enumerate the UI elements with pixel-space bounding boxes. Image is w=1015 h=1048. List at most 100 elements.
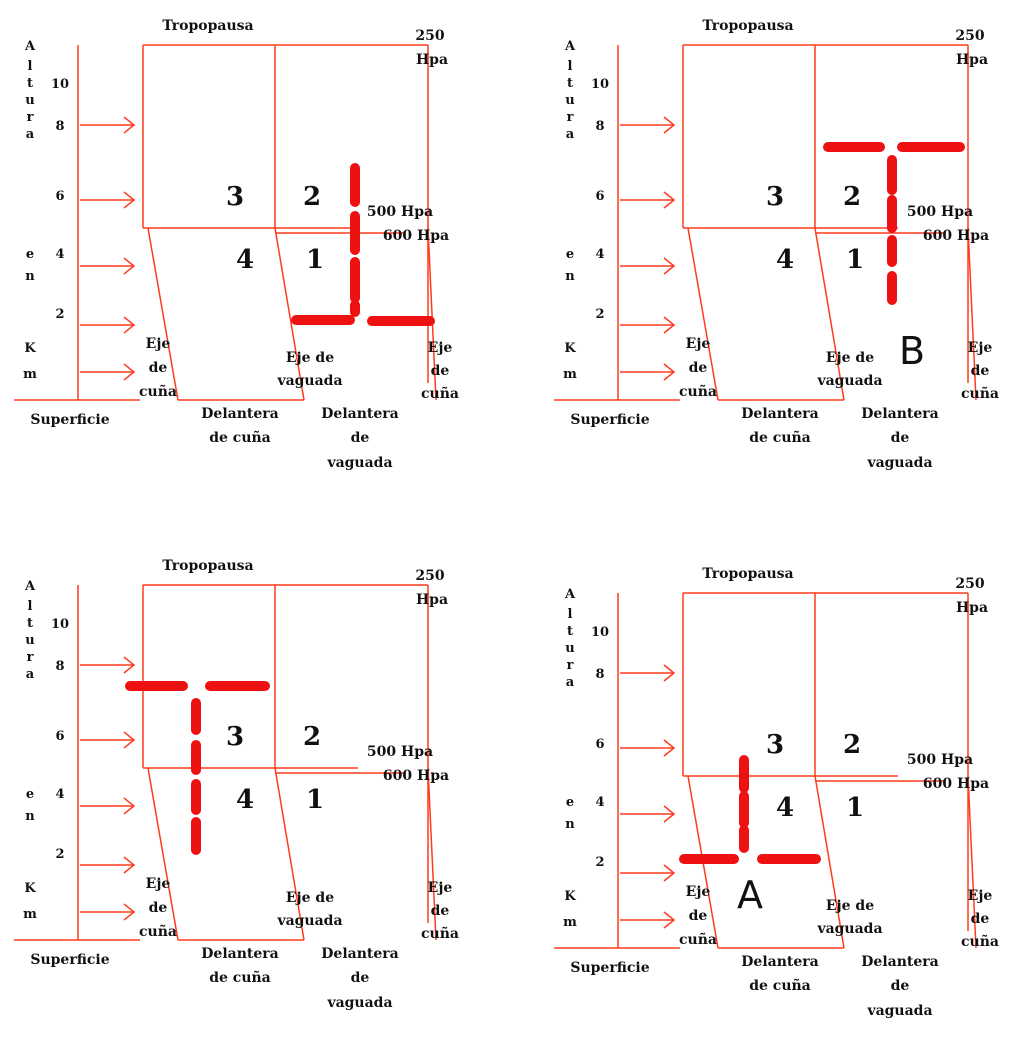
altitude-2: 2 (55, 847, 64, 862)
superficie-label: Superficie (30, 952, 109, 968)
altitude-4: 4 (595, 247, 604, 262)
tropopausa-label: Tropopausa (702, 18, 793, 34)
eje-cuna-right: de (971, 911, 990, 927)
p600-label: 600 Hpa (923, 776, 989, 792)
axis-letter: n (565, 817, 575, 832)
quadrant-4: 4 (776, 245, 794, 275)
axis-letter: a (26, 127, 35, 142)
axis-letter: r (567, 110, 574, 125)
hpa-label: Hpa (416, 592, 448, 608)
axis-letter: t (567, 76, 573, 91)
quadrant-4: 4 (236, 785, 254, 815)
wind-arrow-icon (620, 191, 676, 209)
axis-letter: K (564, 341, 576, 356)
axis-letter: A (564, 587, 576, 602)
eje-cuna-right: de (971, 363, 990, 379)
p250-label: 250 (955, 576, 984, 592)
eje-cuna-left: cuña (679, 931, 717, 948)
delantera-vaguada-label: Delantera (861, 406, 938, 422)
axis-letter: l (568, 607, 573, 622)
eje-cuna-left: cuña (679, 383, 717, 400)
quadrant-2: 2 (303, 722, 321, 752)
quadrant-3: 3 (766, 182, 784, 212)
quadrant-1: 1 (306, 785, 324, 815)
p500-label: 500 Hpa (907, 204, 973, 220)
p250-label: 250 (955, 28, 984, 44)
eje-cuna-right: cuña (961, 933, 999, 950)
quadrant-2: 2 (303, 182, 321, 212)
marker-T (125, 681, 270, 855)
eje-cuna-right: Eje (428, 880, 453, 896)
altitude-8: 8 (595, 667, 604, 682)
eje-vaguada-label: Eje de (286, 350, 334, 366)
axis-letter: l (28, 599, 33, 614)
eje-vaguada-label: Eje de (826, 898, 874, 914)
tropopausa-label: Tropopausa (162, 18, 253, 34)
altitude-10: 10 (51, 617, 69, 632)
axis-letter: K (24, 881, 36, 896)
wind-arrow-icon (80, 191, 136, 209)
axis-letter: r (27, 110, 34, 125)
quadrant-1: 1 (306, 245, 324, 275)
tropopausa-label: Tropopausa (702, 566, 793, 582)
altitude-4: 4 (55, 787, 64, 802)
eje-cuna-left: de (149, 900, 168, 916)
axis-letter: a (26, 667, 35, 682)
tropopausa-label: Tropopausa (162, 558, 253, 574)
quadrant-3: 3 (766, 730, 784, 760)
altitude-8: 8 (55, 119, 64, 134)
eje-cuna-left: Eje (146, 336, 171, 352)
altitude-6: 6 (595, 737, 604, 752)
axis-letter: K (564, 889, 576, 904)
altitude-2: 2 (595, 307, 604, 322)
axis-letter: m (23, 907, 37, 922)
altitude-4: 4 (595, 795, 604, 810)
eje-cuna-right: cuña (421, 385, 459, 402)
p600-label: 600 Hpa (383, 768, 449, 784)
delantera-vaguada-label: Delantera (321, 946, 398, 962)
quadrant-4: 4 (236, 245, 254, 275)
p600-label: 600 Hpa (383, 228, 449, 244)
superficie-label: Superficie (30, 412, 109, 428)
delantera-cuna-label: Delantera (741, 406, 818, 422)
delantera-cuna-label: de cuña (749, 977, 811, 994)
delantera-vaguada-label: vaguada (866, 1003, 932, 1019)
axis-letter: a (566, 127, 575, 142)
axis-letter: l (568, 59, 573, 74)
delantera-vaguada-label: Delantera (861, 954, 938, 970)
p600-label: 600 Hpa (923, 228, 989, 244)
wind-arrow-icon (620, 739, 676, 757)
wind-arrow-icon (80, 656, 136, 674)
altitude-10: 10 (51, 77, 69, 92)
axis-letter: u (565, 641, 574, 656)
delantera-vaguada-label: vaguada (326, 455, 392, 471)
wind-arrow-icon (80, 731, 136, 749)
marker-letter-B: B (899, 329, 925, 373)
eje-cuna-right: de (431, 363, 450, 379)
superficie-label: Superficie (570, 960, 649, 976)
axis-letter: r (567, 658, 574, 673)
eje-cuna-left: Eje (686, 336, 711, 352)
marker-inverted-T (679, 755, 821, 864)
delantera-cuna-label: de cuña (749, 429, 811, 446)
wind-arrow-icon (620, 864, 676, 882)
axis-letter: n (25, 809, 35, 824)
quadrant-2: 2 (843, 182, 861, 212)
wind-arrow-icon (620, 363, 676, 381)
eje-vaguada-label: vaguada (816, 921, 882, 937)
wind-arrow-icon (80, 856, 136, 874)
delantera-vaguada-label: vaguada (326, 995, 392, 1011)
hpa-label: Hpa (956, 52, 988, 68)
wind-arrow-icon (80, 903, 136, 921)
frame-lines (554, 44, 977, 401)
quadrant-3: 3 (226, 182, 244, 212)
axis-letter: A (564, 39, 576, 54)
wind-arrow-icon (80, 316, 136, 334)
delantera-vaguada-label: de (351, 970, 370, 986)
eje-vaguada-label: Eje de (826, 350, 874, 366)
